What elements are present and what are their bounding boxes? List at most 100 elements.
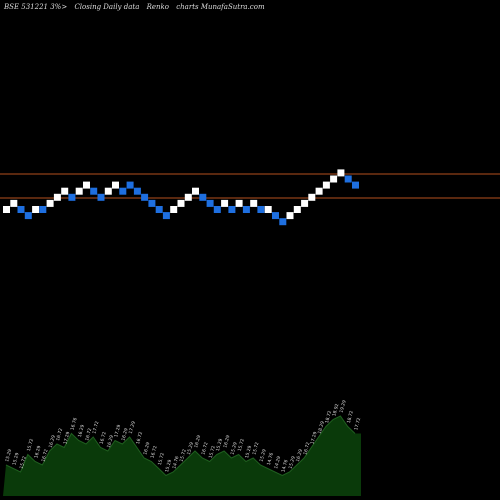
renko-brick — [170, 206, 178, 213]
volume-value-label: 17.29 — [113, 424, 122, 438]
volume-value-label: 18.29 — [317, 420, 326, 434]
renko-brick — [344, 175, 352, 183]
volume-value-label: 16.29 — [33, 445, 42, 459]
volume-value-label: 17.72 — [91, 420, 100, 434]
volume-value-label: 19.29 — [339, 399, 348, 413]
volume-value-label: 15.29 — [186, 441, 195, 455]
renko-brick — [97, 193, 105, 201]
volume-value-label: 16.72 — [40, 448, 49, 462]
volume-value-label: 16.29 — [222, 434, 231, 448]
renko-brick — [104, 187, 112, 195]
volume-value-label: 15.29 — [11, 452, 20, 466]
renko-brick — [148, 199, 156, 207]
volume-value-label: 16.76 — [70, 417, 79, 431]
renko-brick — [83, 181, 90, 189]
renko-brick — [301, 199, 309, 207]
volume-value-label: 16.29 — [120, 427, 129, 441]
renko-brick — [242, 206, 250, 213]
volume-value-label: 15.72 — [19, 455, 28, 469]
volume-value-label: 16.72 — [99, 431, 108, 445]
renko-brick — [10, 199, 18, 207]
renko-brick — [24, 212, 32, 220]
renko-brick — [206, 199, 214, 207]
volume-value-label: 14.76 — [171, 455, 180, 469]
volume-value-label: 16.29 — [142, 441, 151, 455]
renko-brick — [322, 181, 330, 189]
volume-value-label: 16.29 — [295, 448, 304, 462]
renko-brick — [184, 193, 192, 201]
volume-value-label: 14.76 — [280, 459, 289, 473]
renko-brick — [250, 199, 258, 207]
renko-brick — [213, 206, 221, 213]
volume-value-label: 15.29 — [244, 445, 253, 459]
volume-area-line — [5, 415, 356, 477]
renko-brick — [53, 193, 61, 201]
volume-value-label: 16.29 — [48, 434, 57, 448]
renko-brick — [90, 187, 98, 195]
renko-brick — [352, 181, 359, 189]
volume-value-label: 15.29 — [288, 455, 297, 469]
renko-brick — [119, 187, 127, 195]
volume-value-label: 14.76 — [266, 452, 275, 466]
chart-symbol: BSE 531221 3%> — [4, 3, 68, 11]
renko-brick — [162, 212, 170, 220]
renko-brick — [272, 212, 279, 220]
volume-value-label: 17.29 — [128, 420, 137, 434]
renko-brick — [330, 175, 338, 183]
volume-value-label: 16.72 — [200, 441, 209, 455]
renko-brick — [199, 193, 207, 201]
renko-brick — [17, 206, 25, 213]
volume-value-label: 16.29 — [77, 424, 86, 438]
renko-brick — [126, 181, 134, 189]
volume-value-label: 15.72 — [26, 438, 35, 452]
renko-brick — [32, 206, 40, 213]
volume-value-label: 16.29 — [193, 434, 202, 448]
renko-brick — [264, 206, 272, 213]
volume-value-label: 16.72 — [302, 441, 311, 455]
renko-brick — [141, 193, 149, 201]
renko-brick — [308, 193, 316, 201]
volume-area — [3, 415, 361, 496]
renko-brick — [286, 212, 294, 220]
chart-site: charts MunafaSutra.com — [176, 3, 265, 11]
volume-value-label: 15.72 — [157, 452, 166, 466]
renko-brick — [315, 187, 323, 195]
volume-value-label: 18.72 — [324, 410, 333, 424]
volume-value-label: 18.72 — [346, 410, 355, 424]
renko-brick — [75, 187, 83, 195]
volume-value-label: 16.29 — [106, 434, 115, 448]
chart-header: BSE 531221 3%> Closing Daily data Renko … — [4, 3, 270, 11]
volume-area-fill — [3, 416, 361, 496]
renko-brick — [46, 199, 54, 207]
renko-brick — [257, 206, 265, 213]
chart-type-label: Renko — [146, 3, 170, 11]
renko-brick — [61, 187, 69, 195]
renko-brick — [3, 206, 10, 213]
volume-value-label: 17.29 — [309, 431, 318, 445]
volume-value-label: 15.72 — [251, 441, 260, 455]
renko-brick — [279, 218, 287, 226]
renko-brick — [155, 206, 163, 213]
renko-brick — [192, 187, 199, 195]
volume-value-label: 15.29 — [4, 448, 13, 462]
volume-value-label: 15.29 — [215, 438, 224, 452]
renko-brick — [293, 206, 301, 213]
renko-brick — [133, 187, 141, 195]
renko-brick — [228, 206, 236, 213]
chart-data-type: Closing Daily data — [74, 3, 140, 11]
renko-brick — [112, 181, 119, 189]
volume-value-label: 17.72 — [353, 417, 362, 431]
volume-value-label: 16.72 — [55, 427, 64, 441]
volume-value-label: 14.29 — [273, 455, 282, 469]
renko-brick — [235, 199, 243, 207]
volume-value-label: 15.72 — [179, 448, 188, 462]
volume-value-label: 15.29 — [164, 459, 173, 473]
volume-value-label: 17.29 — [62, 431, 71, 445]
renko-brick — [337, 169, 345, 177]
volume-value-label: 15.72 — [208, 445, 217, 459]
volume-value-label: 15.72 — [237, 438, 246, 452]
volume-value-label: 16.72 — [84, 427, 93, 441]
volume-value-label: 15.29 — [259, 448, 268, 462]
